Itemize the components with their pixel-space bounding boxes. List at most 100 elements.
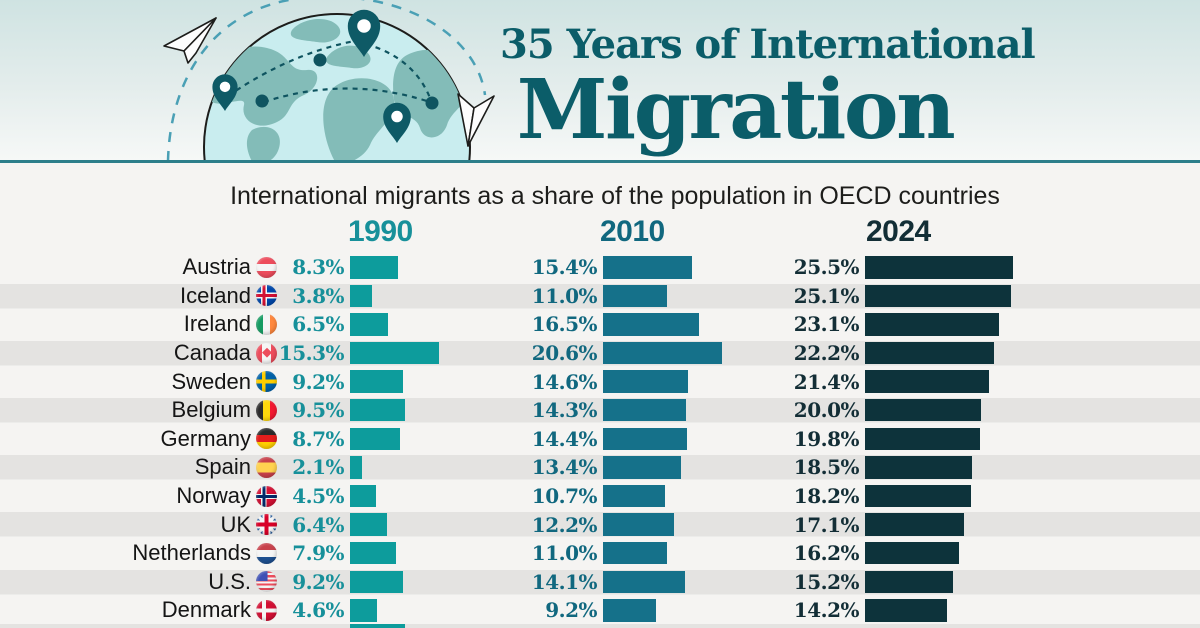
country-label: Spain	[194, 454, 251, 480]
spain-flag-icon	[256, 456, 277, 478]
table-row: Belgium 9.5% 14.3% 20.0%	[0, 395, 1200, 425]
bar-1990	[350, 284, 373, 308]
germany-flag-icon	[256, 428, 277, 450]
globe-landmasses	[206, 18, 468, 160]
value-1990: 2.1%	[292, 455, 344, 480]
globe-illustration	[163, 0, 495, 160]
bar-1990	[350, 456, 363, 479]
value-2010: 16.5%	[531, 312, 598, 337]
value-2024: 18.2%	[793, 484, 860, 509]
value-2010: 11.0%	[531, 283, 598, 308]
value-1990: 9.5%	[292, 398, 344, 423]
column-headers: 1990 2010 2024	[0, 215, 1200, 251]
austria-flag-icon	[256, 256, 277, 278]
country-label: Denmark	[161, 597, 251, 623]
table-row: Denmark 4.6% 9.2% 14.2%	[0, 596, 1200, 625]
country-cell: Iceland	[0, 282, 277, 311]
table-row: Austria 8.3% 15.4% 25.5%	[0, 253, 1200, 282]
value-1990: 8.7%	[292, 426, 344, 451]
country-cell: Netherlands	[0, 539, 277, 568]
column-header-1990: 1990	[348, 215, 413, 248]
value-2010: 10.7%	[531, 484, 598, 509]
bar-2024	[865, 341, 994, 365]
bar-2010	[603, 284, 667, 308]
value-1990: 8.3%	[292, 255, 344, 280]
bar-1990	[350, 256, 399, 279]
country-cell: Canada	[0, 339, 277, 368]
value-1990: 3.8%	[292, 283, 344, 308]
country-cell: Germany	[0, 425, 277, 454]
bar-1990	[350, 570, 404, 594]
header-banner: 35 Years of International Migration	[0, 0, 1200, 160]
value-2010: 14.3%	[531, 398, 598, 423]
paper-plane-icon	[163, 17, 495, 147]
country-rows: Austria 8.3% 15.4% 25.5% Iceland 3.8% 11.0% 25.…	[0, 253, 1200, 625]
page-title-line1: 35 Years of International	[500, 21, 1036, 68]
value-1990: 9.2%	[292, 569, 344, 594]
bar-2024	[865, 484, 971, 508]
bar-1990	[350, 398, 406, 422]
bar-2010	[603, 599, 657, 622]
page-title-line2: Migration	[516, 62, 956, 158]
value-2010: 14.1%	[531, 569, 598, 594]
column-header-2010: 2010	[600, 215, 665, 248]
bar-2024	[865, 427, 980, 451]
bar-2010	[603, 484, 666, 508]
denmark-flag-icon	[256, 599, 277, 621]
country-cell: Austria	[0, 253, 277, 282]
value-1990: 4.6%	[292, 598, 344, 623]
cutoff-bar-sliver	[350, 624, 405, 628]
bar-2024	[865, 256, 1013, 279]
ireland-flag-icon	[256, 313, 277, 335]
value-2010: 14.4%	[531, 426, 598, 451]
country-label: Netherlands	[132, 540, 251, 566]
country-label: Sweden	[171, 368, 251, 394]
bar-2010	[603, 570, 685, 594]
map-pin-icon	[212, 9, 411, 143]
column-header-2024: 2024	[866, 215, 931, 248]
country-cell: Belgium	[0, 396, 277, 425]
bar-1990	[350, 427, 401, 451]
value-2024: 23.1%	[793, 312, 860, 337]
netherlands-flag-icon	[256, 542, 277, 564]
canada-flag-icon	[256, 342, 277, 364]
country-cell: Spain	[0, 453, 277, 482]
table-row: Netherlands 7.9% 11.0% 16.2%	[0, 539, 1200, 568]
country-label: Austria	[182, 254, 251, 280]
norway-flag-icon	[256, 485, 277, 507]
bar-2010	[603, 456, 681, 479]
country-label: U.S.	[208, 568, 251, 594]
bar-2024	[865, 456, 973, 479]
bar-2010	[603, 256, 693, 279]
table-row: Iceland 3.8% 11.0% 25.1%	[0, 281, 1200, 311]
bar-2010	[603, 341, 723, 365]
bar-2010	[603, 427, 687, 451]
country-label: Germany	[160, 425, 251, 451]
uk-flag-icon	[256, 514, 277, 536]
country-label: UK	[220, 511, 251, 537]
bar-1990	[350, 599, 377, 622]
value-2024: 20.0%	[793, 398, 860, 423]
table-row: Canada 15.3% 20.6% 22.2%	[0, 338, 1200, 368]
route-dots	[255, 53, 439, 110]
bar-2024	[865, 541, 959, 565]
header-divider	[0, 160, 1200, 163]
country-cell: U.S.	[0, 568, 277, 597]
bar-2010	[603, 398, 686, 422]
bar-2010	[603, 313, 699, 336]
table-row: UK 6.4% 12.2% 17.1%	[0, 510, 1200, 539]
sweden-flag-icon	[256, 371, 277, 393]
table-row: Norway 4.5% 10.7% 18.2%	[0, 482, 1200, 511]
orbit-dashed-arc	[166, 0, 487, 160]
value-1990: 4.5%	[292, 484, 344, 509]
bar-1990	[350, 313, 388, 336]
travel-routes-dashed	[227, 38, 432, 104]
country-cell: Ireland	[0, 310, 277, 339]
value-2010: 12.2%	[531, 512, 598, 537]
value-2024: 16.2%	[793, 541, 860, 566]
value-2024: 21.4%	[793, 369, 860, 394]
table-row: Sweden 9.2% 14.6% 21.4%	[0, 367, 1200, 396]
value-2010: 14.6%	[531, 369, 598, 394]
country-label: Iceland	[180, 282, 251, 308]
